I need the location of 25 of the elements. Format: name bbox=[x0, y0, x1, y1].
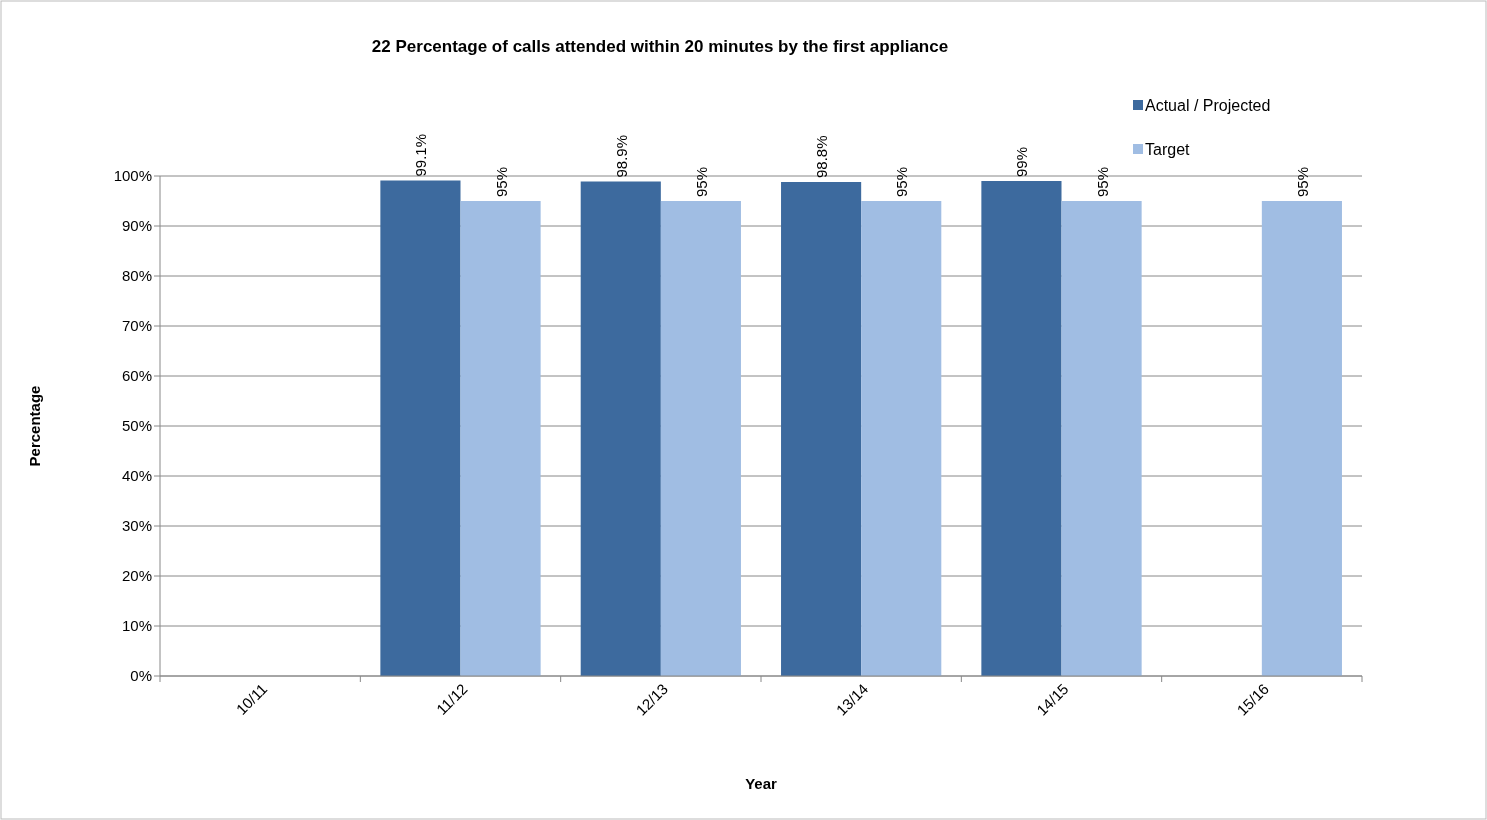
y-tick-label: 80% bbox=[121, 267, 152, 285]
y-tick-label: 90% bbox=[121, 217, 152, 235]
data-label: 95% bbox=[692, 166, 710, 197]
y-tick-label: 10% bbox=[121, 617, 152, 635]
legend-label: Target bbox=[1145, 140, 1191, 158]
data-label: 98.8% bbox=[813, 135, 831, 178]
data-label: 98.9% bbox=[612, 134, 630, 178]
data-label: 95% bbox=[893, 166, 911, 197]
data-label: 95% bbox=[1093, 166, 1111, 197]
y-tick-label: 100% bbox=[113, 167, 152, 185]
x-axis-title: Year bbox=[745, 775, 778, 792]
legend-label: Actual / Projected bbox=[1145, 96, 1271, 114]
data-label: 99% bbox=[1013, 146, 1031, 177]
data-label: 99.1% bbox=[412, 133, 430, 177]
y-tick-label: 20% bbox=[121, 567, 152, 585]
y-tick-label: 50% bbox=[121, 417, 152, 435]
y-tick-label: 60% bbox=[121, 367, 152, 385]
y-tick-label: 30% bbox=[121, 517, 152, 535]
y-axis-title: Percentage bbox=[26, 385, 43, 467]
y-tick-label: 40% bbox=[121, 467, 152, 485]
data-label: 95% bbox=[492, 166, 510, 197]
y-tick-label: 0% bbox=[130, 667, 152, 685]
chart-title: 22 Percentage of calls attended within 20 minutes by the first appliance bbox=[371, 37, 949, 56]
y-tick-label: 70% bbox=[121, 317, 152, 335]
data-label: 95% bbox=[1293, 166, 1311, 197]
